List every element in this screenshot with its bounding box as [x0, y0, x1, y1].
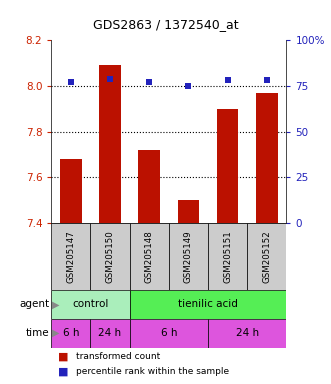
Text: GSM205151: GSM205151	[223, 230, 232, 283]
Text: time: time	[26, 328, 50, 338]
Bar	[256, 93, 277, 223]
Text: 24 h: 24 h	[236, 328, 259, 338]
Text: GSM205147: GSM205147	[67, 230, 75, 283]
Text: ■: ■	[58, 367, 69, 377]
Point	[107, 76, 113, 82]
Bar	[138, 150, 160, 223]
Bar	[90, 319, 130, 348]
Bar	[178, 200, 199, 223]
Text: transformed count: transformed count	[76, 352, 161, 361]
Text: GSM205149: GSM205149	[184, 230, 193, 283]
Bar	[130, 223, 169, 290]
Text: 6 h: 6 h	[161, 328, 177, 338]
Text: agent: agent	[20, 299, 50, 310]
Bar	[169, 223, 208, 290]
Bar	[90, 223, 130, 290]
Bar	[208, 223, 247, 290]
Bar	[60, 159, 82, 223]
Text: GDS2863 / 1372540_at: GDS2863 / 1372540_at	[93, 18, 238, 31]
Text: ▶: ▶	[52, 328, 60, 338]
Text: ▶: ▶	[52, 299, 60, 310]
Text: 6 h: 6 h	[63, 328, 79, 338]
Bar	[247, 223, 286, 290]
Text: ■: ■	[58, 352, 69, 362]
Text: tienilic acid: tienilic acid	[178, 299, 238, 310]
Text: GSM205148: GSM205148	[145, 230, 154, 283]
Bar	[51, 290, 130, 319]
Bar	[130, 319, 208, 348]
Bar	[99, 65, 121, 223]
Text: GSM205152: GSM205152	[262, 230, 271, 283]
Bar	[51, 319, 90, 348]
Point	[68, 79, 73, 85]
Text: control: control	[72, 299, 109, 310]
Point	[225, 78, 230, 84]
Bar	[130, 290, 286, 319]
Point	[147, 79, 152, 85]
Bar	[217, 109, 238, 223]
Point	[186, 83, 191, 89]
Text: GSM205150: GSM205150	[106, 230, 115, 283]
Point	[264, 78, 269, 84]
Bar	[208, 319, 286, 348]
Text: percentile rank within the sample: percentile rank within the sample	[76, 367, 229, 376]
Text: 24 h: 24 h	[99, 328, 121, 338]
Bar	[51, 223, 90, 290]
